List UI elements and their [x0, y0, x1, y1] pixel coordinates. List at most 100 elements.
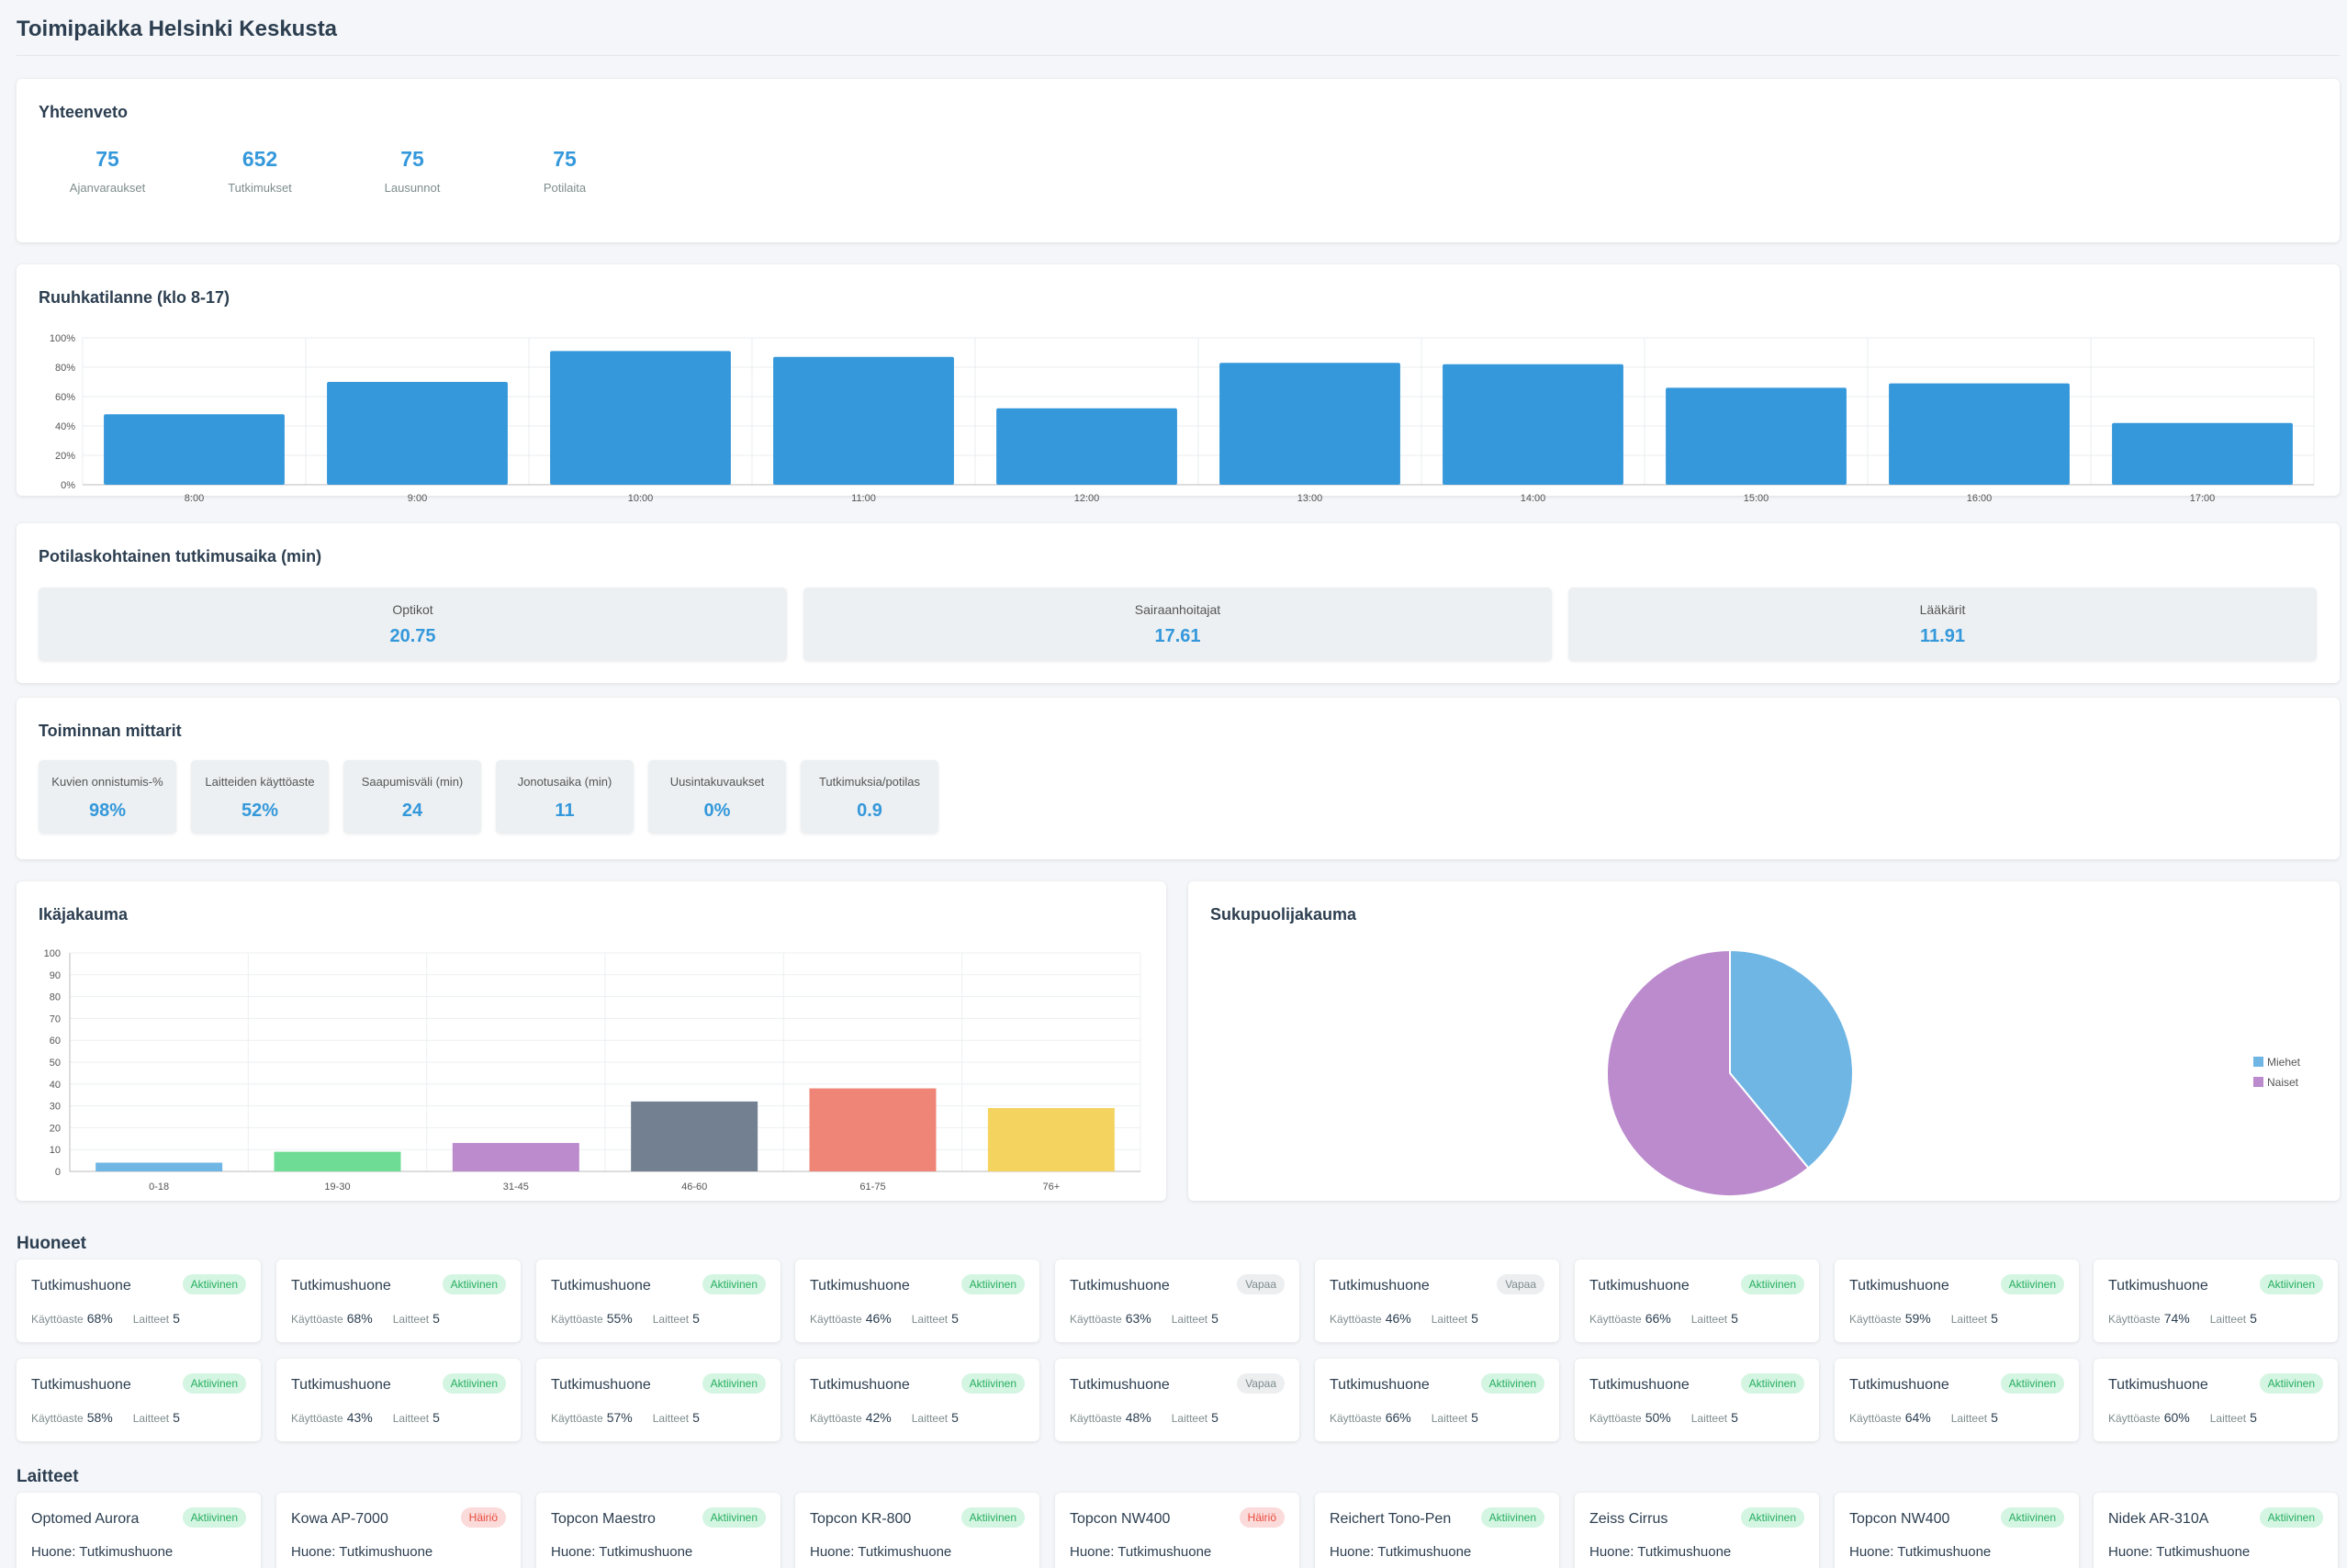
device-room-label: Huone:	[291, 1544, 336, 1560]
exam-time-value: 20.75	[389, 626, 436, 646]
devices-label: Laitteet	[1171, 1412, 1208, 1425]
device-card[interactable]: Zeiss Cirrus Aktiivinen Huone: Tutkimushuo…	[1575, 1493, 1819, 1568]
device-card[interactable]: Topcon Maestro Aktiivinen Huone: Tutkimush…	[536, 1493, 780, 1568]
stat-value: 75	[95, 147, 119, 171]
exam-time-card: Potilaskohtainen tutkimusaika (min) Opti…	[17, 523, 2340, 683]
room-card[interactable]: Tutkimushuone Aktiivinen Käyttöaste 68% Lait…	[17, 1260, 261, 1342]
device-room-label: Huone:	[1330, 1544, 1375, 1560]
room-card[interactable]: Tutkimushuone Aktiivinen Käyttöaste 60% Lait…	[2094, 1359, 2338, 1441]
device-room-label: Huone:	[31, 1544, 76, 1560]
y-tick-label: 80	[50, 992, 61, 1003]
room-card[interactable]: Tutkimushuone Aktiivinen Käyttöaste 57% Lait…	[536, 1359, 780, 1441]
device-name: Topcon NW400	[1070, 1511, 1171, 1527]
room-status-badge: Aktiivinen	[442, 1373, 506, 1394]
room-card[interactable]: Tutkimushuone Aktiivinen Käyttöaste 42% Lait…	[795, 1359, 1039, 1441]
room-meta: Käyttöaste 55% Laitteet 5	[551, 1311, 700, 1326]
exam-time-value: 17.61	[1154, 626, 1201, 646]
age-bar	[452, 1143, 579, 1171]
device-room: Huone: Tutkimushuone	[810, 1544, 951, 1560]
legend-label: Miehet	[2267, 1056, 2301, 1069]
device-name: Topcon Maestro	[551, 1511, 656, 1527]
room-status-badge: Vapaa	[1497, 1274, 1544, 1294]
metric-label: Saapumisväli (min)	[361, 775, 464, 789]
usage-label: Käyttöaste	[1330, 1313, 1382, 1326]
device-card[interactable]: Optomed Aurora Aktiivinen Huone: Tutkimush…	[17, 1493, 261, 1568]
room-card[interactable]: Tutkimushuone Aktiivinen Käyttöaste 50% Lait…	[1575, 1359, 1819, 1441]
stat-label: Ajanvaraukset	[69, 181, 146, 195]
device-card[interactable]: Topcon KR-800 Aktiivinen Huone: Tutkimushu…	[795, 1493, 1039, 1568]
devices-value: 5	[692, 1410, 700, 1425]
devices-label: Laitteet	[1950, 1313, 1988, 1326]
room-card[interactable]: Tutkimushuone Aktiivinen Käyttöaste 58% Lait…	[17, 1359, 261, 1441]
usage-value: 68%	[86, 1311, 113, 1326]
device-room-label: Huone:	[1849, 1544, 1894, 1560]
usage-label: Käyttöaste	[291, 1313, 343, 1326]
y-tick-label: 40%	[55, 421, 75, 432]
room-meta: Käyttöaste 60% Laitteet 5	[2108, 1410, 2257, 1425]
devices-label: Laitteet	[132, 1313, 170, 1326]
room-card[interactable]: Tutkimushuone Aktiivinen Käyttöaste 43% Lait…	[276, 1359, 521, 1441]
usage-label: Käyttöaste	[2108, 1313, 2161, 1326]
age-bar	[95, 1162, 223, 1171]
room-meta: Käyttöaste 43% Laitteet 5	[291, 1410, 440, 1425]
room-card[interactable]: Tutkimushuone Aktiivinen Käyttöaste 46% Lait…	[795, 1260, 1039, 1342]
usage-value: 55%	[606, 1311, 633, 1326]
room-meta: Käyttöaste 68% Laitteet 5	[291, 1311, 440, 1326]
device-room: Huone: Tutkimushuone	[1849, 1544, 1991, 1560]
device-card[interactable]: Topcon NW400 Häiriö Huone: Tutkimushuone	[1055, 1493, 1299, 1568]
usage-value: 63%	[1125, 1311, 1151, 1326]
room-status-badge: Vapaa	[1237, 1373, 1285, 1394]
devices-value: 5	[951, 1311, 959, 1326]
metric-label: Laitteiden käyttöaste	[205, 775, 315, 789]
room-meta: Käyttöaste 68% Laitteet 5	[31, 1311, 180, 1326]
room-card[interactable]: Tutkimushuone Vapaa Käyttöaste 46% Laitteet 5	[1315, 1260, 1559, 1342]
device-card[interactable]: Reichert Tono-Pen Aktiivinen Huone: Tutkim…	[1315, 1493, 1559, 1568]
usage-label: Käyttöaste	[1070, 1313, 1122, 1326]
device-card[interactable]: Kowa AP-7000 Häiriö Huone: Tutkimushuone	[276, 1493, 521, 1568]
room-card[interactable]: Tutkimushuone Aktiivinen Käyttöaste 74% Lait…	[2094, 1260, 2338, 1342]
room-status-badge: Aktiivinen	[960, 1274, 1025, 1294]
room-meta: Käyttöaste 66% Laitteet 5	[1330, 1410, 1478, 1425]
devices-label: Laitteet	[1431, 1313, 1468, 1326]
usage-label: Käyttöaste	[1589, 1313, 1642, 1326]
usage-label: Käyttöaste	[551, 1412, 603, 1425]
devices-value: 5	[1471, 1311, 1478, 1326]
y-tick-label: 60%	[55, 392, 75, 403]
room-card[interactable]: Tutkimushuone Aktiivinen Käyttöaste 66% Lait…	[1315, 1359, 1559, 1441]
room-card[interactable]: Tutkimushuone Aktiivinen Käyttöaste 59% Lait…	[1835, 1260, 2079, 1342]
room-status-badge: Aktiivinen	[1740, 1373, 1804, 1394]
room-meta: Käyttöaste 50% Laitteet 5	[1589, 1410, 1738, 1425]
legend-swatch	[2253, 1077, 2263, 1087]
room-card[interactable]: Tutkimushuone Vapaa Käyttöaste 48% Laitteet 5	[1055, 1359, 1299, 1441]
room-card[interactable]: Tutkimushuone Aktiivinen Käyttöaste 66% Lait…	[1575, 1260, 1819, 1342]
room-card[interactable]: Tutkimushuone Aktiivinen Käyttöaste 55% Lait…	[536, 1260, 780, 1342]
room-card[interactable]: Tutkimushuone Aktiivinen Käyttöaste 64% Lait…	[1835, 1359, 2079, 1441]
room-card[interactable]: Tutkimushuone Vapaa Käyttöaste 63% Laitteet 5	[1055, 1260, 1299, 1342]
room-card[interactable]: Tutkimushuone Aktiivinen Käyttöaste 68% Lait…	[276, 1260, 521, 1342]
x-tick-label: 16:00	[1967, 493, 1993, 504]
room-meta: Käyttöaste 46% Laitteet 5	[1330, 1311, 1478, 1326]
legend-item-men: Miehet	[2253, 1056, 2300, 1069]
usage-label: Käyttöaste	[810, 1313, 862, 1326]
room-meta: Käyttöaste 57% Laitteet 5	[551, 1410, 700, 1425]
usage-label: Käyttöaste	[1849, 1412, 1902, 1425]
room-name: Tutkimushuone	[551, 1278, 651, 1294]
device-status-badge: Aktiivinen	[960, 1507, 1025, 1528]
room-name: Tutkimushuone	[1330, 1278, 1430, 1294]
usage-value: 46%	[1385, 1311, 1411, 1326]
usage-value: 60%	[2163, 1410, 2190, 1425]
device-card[interactable]: Nidek AR-310A Aktiivinen Huone: Tutkimushu…	[2094, 1493, 2338, 1568]
room-status-badge: Aktiivinen	[1740, 1274, 1804, 1294]
device-room-label: Huone:	[810, 1544, 855, 1560]
device-card[interactable]: Topcon NW400 Aktiivinen Huone: Tutkimushuo…	[1835, 1493, 2079, 1568]
exam-time-value: 11.91	[1920, 626, 1965, 646]
rush-bar	[327, 382, 508, 485]
usage-value: 74%	[2163, 1311, 2190, 1326]
rooms-heading: Huoneet	[17, 1234, 86, 1253]
devices-value: 5	[1991, 1410, 1998, 1425]
exam-time-optician: Optikot 20.75	[39, 588, 787, 661]
device-room-value: Tutkimushuone	[1897, 1544, 1992, 1560]
device-room-label: Huone:	[1589, 1544, 1634, 1560]
device-room-value: Tutkimushuone	[79, 1544, 174, 1560]
rush-card: Ruuhkatilanne (klo 8-17) 0% 20% 40% 60% 80% 1…	[17, 264, 2340, 504]
